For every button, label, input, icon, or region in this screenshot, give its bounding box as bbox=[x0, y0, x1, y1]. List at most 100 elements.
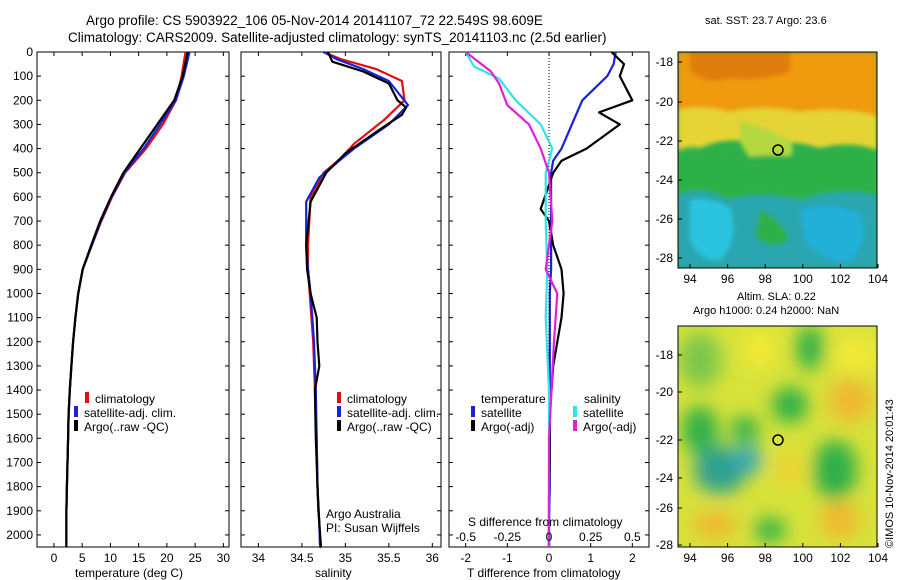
temp-xtick-label: 25 bbox=[188, 551, 202, 565]
diff-legend-t-argo: Argo(-adj) bbox=[481, 420, 535, 434]
sal-xtick-label: 34.5 bbox=[290, 551, 314, 565]
profile-plots: 0100200300400500600700800900100011001200… bbox=[6, 45, 650, 565]
map-lat-label: -24 bbox=[656, 471, 674, 485]
sdiff-tick-label: 0.5 bbox=[624, 530, 641, 544]
map-lon-label: 94 bbox=[683, 272, 697, 286]
map-lon-label: 102 bbox=[830, 272, 850, 286]
temp-xtick-label: 20 bbox=[160, 551, 174, 565]
diff-legend-temperature-head: temperature bbox=[481, 392, 546, 406]
depth-tick-label: 1700 bbox=[6, 455, 33, 469]
map-lon-label: 96 bbox=[721, 551, 735, 565]
legend-swatch-clim bbox=[85, 392, 89, 403]
depth-tick-label: 400 bbox=[13, 142, 33, 156]
legend-sat-label: satellite-adj. clim. bbox=[84, 406, 177, 420]
depth-tick-label: 700 bbox=[13, 214, 33, 228]
argo-location-marker bbox=[772, 144, 784, 156]
map-lat-label: -18 bbox=[656, 55, 674, 69]
sdiff-tick-label: -0.5 bbox=[455, 530, 476, 544]
sal-frame bbox=[240, 51, 442, 548]
credit-line2: PI: Susan Wijffels bbox=[326, 521, 420, 535]
temp-frame bbox=[36, 51, 230, 548]
depth-tick-label: 1400 bbox=[6, 383, 33, 397]
map-lon-label: 94 bbox=[683, 551, 697, 565]
temp-xlabel: temperature (deg C) bbox=[75, 566, 184, 580]
legend-swatch-argo bbox=[74, 420, 78, 431]
depth-tick-label: 1100 bbox=[7, 311, 33, 325]
sal-legend-sat: satellite-adj. clim. bbox=[347, 406, 440, 420]
depth-tick-label: 800 bbox=[13, 238, 33, 252]
depth-tick-label: 1200 bbox=[6, 335, 33, 349]
depth-tick-label: 2000 bbox=[6, 528, 33, 542]
timestamp-stamp: ©IMOS 10-Nov-2014 20:01:43 bbox=[884, 399, 896, 548]
depth-tick-label: 500 bbox=[13, 166, 33, 180]
map-lat-label: -24 bbox=[656, 173, 674, 187]
header-line1: Argo profile: CS 5903922_106 05-Nov-2014… bbox=[86, 13, 543, 28]
map-lon-label: 96 bbox=[721, 272, 735, 286]
map-lat-label: -18 bbox=[656, 348, 674, 362]
temp-series-climatology bbox=[65, 51, 187, 547]
depth-tick-label: 0 bbox=[26, 45, 33, 59]
sla-title2: Argo h1000: 0.24 h2000: NaN bbox=[693, 305, 840, 317]
map-lat-label: -20 bbox=[656, 95, 674, 109]
map-lat-label: -22 bbox=[656, 433, 674, 447]
temp-series-satelliteadjclim bbox=[65, 51, 191, 547]
sla-map bbox=[678, 326, 877, 547]
sla-title1: Altim. SLA: 0.22 bbox=[737, 291, 816, 303]
depth-tick-label: 1000 bbox=[6, 286, 33, 300]
temp-xtick-label: 30 bbox=[217, 551, 231, 565]
map-lat-label: -22 bbox=[656, 134, 674, 148]
map-lon-label: 104 bbox=[868, 272, 888, 286]
depth-tick-label: 300 bbox=[13, 117, 33, 131]
sdiff-series-satellite bbox=[464, 51, 554, 547]
tdiff-xlabel: T difference from climatology bbox=[467, 566, 621, 580]
sal-series-argorawqc bbox=[305, 51, 408, 548]
credit-line1: Argo Australia bbox=[326, 507, 401, 521]
sal-xtick-label: 34 bbox=[252, 551, 266, 565]
depth-tick-label: 100 bbox=[13, 69, 33, 83]
depth-tick-label: 1600 bbox=[6, 431, 33, 445]
sdiff-tick-label: 0 bbox=[546, 530, 553, 544]
map-lon-label: 98 bbox=[759, 551, 773, 565]
depth-tick-label: 600 bbox=[13, 190, 33, 204]
diff-legend-s-argo: Argo(-adj) bbox=[583, 420, 637, 434]
diff-series-satellite bbox=[547, 51, 617, 547]
depth-tick-label: 200 bbox=[13, 93, 33, 107]
sdiff-tick-label: 0.25 bbox=[579, 530, 603, 544]
temp-xtick-label: 5 bbox=[79, 551, 86, 565]
sal-legend-argo: Argo(..raw -QC) bbox=[347, 420, 432, 434]
sdiff-series-argoadj bbox=[465, 51, 559, 547]
temp-xtick-label: 15 bbox=[132, 551, 146, 565]
sal-series-climatology bbox=[306, 50, 406, 549]
map-lon-label: 100 bbox=[793, 551, 813, 565]
depth-tick-label: 1900 bbox=[6, 504, 33, 518]
depth-tick-label: 900 bbox=[13, 262, 33, 276]
map-axes: -18 -20 -22 -24 -26 -28 94 96 98 100 102 104 -18 -20 -… bbox=[656, 55, 889, 565]
diff-xtick-label: -2 bbox=[460, 551, 471, 565]
sal-legend-clim: climatology bbox=[347, 392, 408, 406]
map-lat-label: -28 bbox=[656, 251, 674, 265]
diff-legend-s-sat: satellite bbox=[583, 406, 624, 420]
diff-xtick-label: 2 bbox=[629, 551, 636, 565]
map-lon-label: 104 bbox=[868, 551, 888, 565]
s-diff-title: S difference from climatology bbox=[468, 515, 623, 529]
sdiff-tick-label: -0.25 bbox=[494, 530, 522, 544]
depth-tick-label: 1500 bbox=[6, 407, 33, 421]
diff-series-argoadj bbox=[539, 51, 634, 547]
legend-clim-label: climatology bbox=[95, 392, 156, 406]
header-line2: Climatology: CARS2009. Satellite-adjuste… bbox=[68, 30, 607, 45]
map-lat-label: -20 bbox=[656, 385, 674, 399]
legend-swatch-sat bbox=[74, 406, 78, 417]
depth-tick-label: 1300 bbox=[6, 359, 33, 373]
map-lat-label: -26 bbox=[656, 212, 674, 226]
sal-xlabel: salinity bbox=[315, 566, 352, 580]
diff-xtick-label: 0 bbox=[546, 551, 553, 565]
map-lon-label: 102 bbox=[830, 551, 850, 565]
temp-xtick-label: 10 bbox=[104, 551, 118, 565]
sal-xtick-label: 35 bbox=[339, 551, 353, 565]
sal-xtick-label: 36 bbox=[426, 551, 440, 565]
diff-legend-t-sat: satellite bbox=[481, 406, 522, 420]
map-lon-label: 98 bbox=[759, 272, 773, 286]
temp-series-argorawqc bbox=[65, 51, 189, 547]
map-lat-label: -28 bbox=[656, 538, 674, 552]
